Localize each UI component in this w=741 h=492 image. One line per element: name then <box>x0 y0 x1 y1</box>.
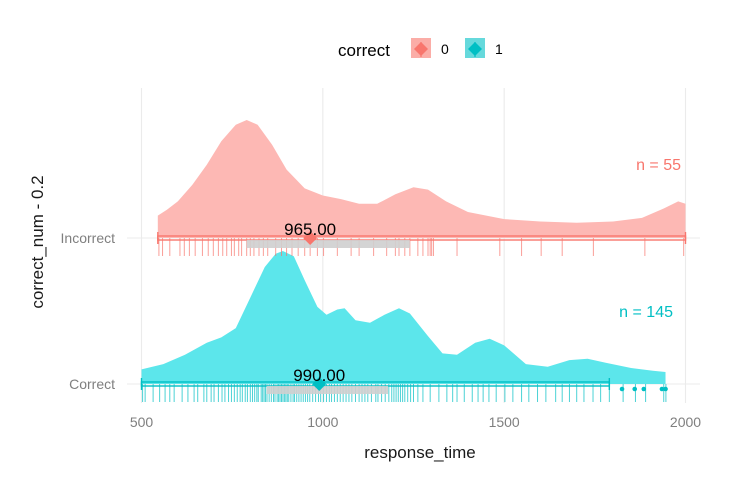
y-tick-label: Correct <box>69 376 115 392</box>
x-tick-label: 1500 <box>489 414 520 430</box>
outlier-point <box>659 386 665 392</box>
n-label-0: n = 55 <box>636 157 681 174</box>
annotations: 965.00 n = 55 990.00 n = 145 <box>284 157 681 385</box>
median-label-1: 990.00 <box>293 366 345 385</box>
axes: response_time correct_num - 0.2 <box>28 175 476 462</box>
x-tick-label: 1000 <box>307 414 338 430</box>
density-cloud-1 <box>141 251 666 384</box>
legend-key-diamond <box>414 42 428 56</box>
x-axis-title: response_time <box>364 443 476 462</box>
outlier-point <box>641 386 647 392</box>
iqr-box-0 <box>246 240 410 248</box>
median-point-1 <box>312 377 327 391</box>
density-clouds <box>141 120 686 384</box>
legend-key-diamond <box>468 42 482 56</box>
y-tick-label: Incorrect <box>61 230 116 246</box>
outlier-point <box>632 386 638 392</box>
median-point-0 <box>303 231 318 245</box>
legend: correct 0 1 <box>338 38 503 60</box>
outlier-point <box>663 386 668 392</box>
x-tick-label: 500 <box>130 414 154 430</box>
n-label-1: n = 145 <box>619 304 673 321</box>
outlier-point <box>619 386 625 392</box>
iqr-box-1 <box>266 386 389 394</box>
y-axis-title: correct_num - 0.2 <box>28 175 47 308</box>
legend-title: correct <box>338 41 390 60</box>
x-tick-label: 2000 <box>670 414 701 430</box>
legend-label-0: 0 <box>441 41 449 57</box>
median-label-0: 965.00 <box>284 220 336 239</box>
legend-label-1: 1 <box>495 41 503 57</box>
range-boxes <box>140 231 687 394</box>
density-cloud-0 <box>157 120 686 238</box>
